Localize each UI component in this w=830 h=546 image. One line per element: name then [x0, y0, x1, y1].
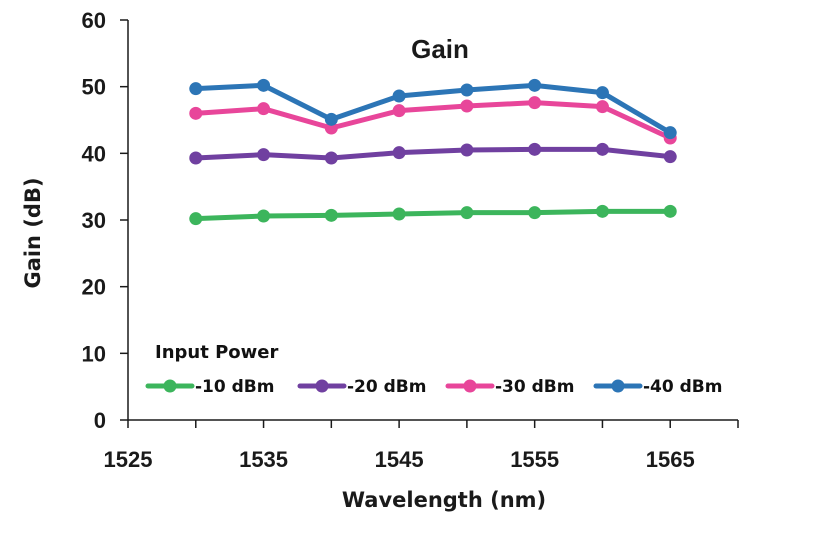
- data-point: [528, 206, 542, 220]
- data-point: [324, 112, 338, 126]
- y-tick-label: 50: [82, 75, 106, 100]
- chart-title: Gain: [411, 34, 469, 64]
- data-point: [663, 126, 677, 140]
- data-point: [189, 106, 203, 120]
- data-point: [392, 104, 406, 118]
- series-group: [189, 78, 677, 226]
- data-point: [460, 83, 474, 97]
- data-point: [189, 82, 203, 96]
- data-point: [528, 78, 542, 92]
- data-point: [595, 100, 609, 114]
- legend-marker: [611, 379, 625, 393]
- data-point: [663, 204, 677, 218]
- y-ticks: 0 10 20 30 40 50 60: [82, 8, 128, 433]
- y-tick-label: 40: [82, 141, 106, 166]
- data-point: [392, 207, 406, 221]
- legend-item: -20 dBm: [297, 377, 426, 397]
- data-point: [189, 212, 203, 226]
- legend-label: -10 dBm: [195, 377, 274, 397]
- y-tick-label: 0: [94, 408, 106, 433]
- legend-label: -30 dBm: [495, 377, 574, 397]
- legend-item: -10 dBm: [145, 377, 274, 397]
- data-point: [257, 78, 271, 92]
- y-tick-label: 10: [82, 341, 106, 366]
- legend-title: Input Power: [155, 342, 278, 363]
- x-tick-label: 1555: [510, 447, 559, 472]
- x-tick-label: 1565: [646, 447, 695, 472]
- data-point: [257, 102, 271, 116]
- data-point: [324, 208, 338, 222]
- data-point: [257, 148, 271, 162]
- data-point: [595, 86, 609, 100]
- data-point: [189, 151, 203, 165]
- y-tick-label: 30: [82, 208, 106, 233]
- series-line: [193, 208, 673, 222]
- series-line: [193, 100, 673, 141]
- data-point: [460, 143, 474, 157]
- data-point: [460, 206, 474, 220]
- x-tick-label: 1525: [104, 447, 153, 472]
- legend-item: -40 dBm: [593, 377, 722, 397]
- data-point: [392, 89, 406, 103]
- data-point: [663, 150, 677, 164]
- legend-marker: [463, 379, 477, 393]
- legend-marker: [163, 379, 177, 393]
- legend-label: -40 dBm: [643, 377, 722, 397]
- x-tick-label: 1535: [239, 447, 288, 472]
- legend: Input Power -10 dBm -20 dBm -30 dBm -40 dBm: [145, 342, 722, 397]
- data-point: [528, 96, 542, 110]
- data-point: [460, 99, 474, 113]
- x-axis-title: Wavelength (nm): [342, 488, 546, 512]
- data-point: [257, 209, 271, 223]
- x-tick-label: 1545: [375, 447, 424, 472]
- data-point: [528, 142, 542, 156]
- legend-item: -30 dBm: [445, 377, 574, 397]
- data-point: [595, 204, 609, 218]
- data-point: [324, 151, 338, 165]
- y-tick-label: 60: [82, 8, 106, 33]
- y-axis-title: Gain (dB): [21, 177, 45, 288]
- data-point: [595, 142, 609, 156]
- series-line: [193, 82, 673, 136]
- series-line: [193, 146, 673, 161]
- x-ticks: 1525 1535 1545 1555 1565: [104, 420, 739, 472]
- legend-label: -20 dBm: [347, 377, 426, 397]
- legend-marker: [315, 379, 329, 393]
- data-point: [392, 146, 406, 160]
- y-tick-label: 20: [82, 275, 106, 300]
